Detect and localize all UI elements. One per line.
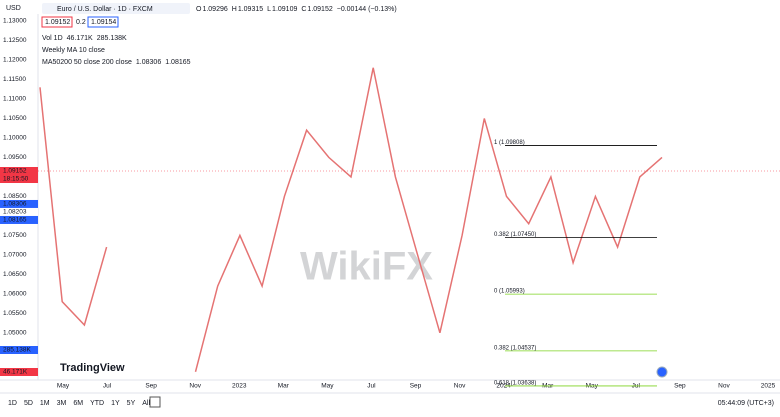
y-tick-label: 1.12500 bbox=[3, 37, 27, 44]
indicator-name: Vol 1D bbox=[42, 35, 63, 42]
indicator-name: MA50200 50 close 200 close bbox=[42, 59, 132, 66]
range-button[interactable]: 6M bbox=[73, 400, 83, 407]
logo: TradingView bbox=[60, 362, 125, 374]
price-badge bbox=[0, 215, 38, 224]
price-badge-label: 1.08203 bbox=[3, 209, 27, 216]
ohlc-value: 1.09315 bbox=[238, 6, 263, 13]
y-tick-label: 1.10500 bbox=[3, 115, 27, 122]
range-button[interactable]: 5Y bbox=[127, 400, 136, 407]
x-tick-label: Nov bbox=[189, 383, 201, 390]
range-button[interactable]: 1Y bbox=[111, 400, 120, 407]
x-tick-label: Jul bbox=[367, 383, 376, 390]
indicator-value: 1.08165 bbox=[165, 59, 190, 66]
change: −0.00144 (−0.13%) bbox=[337, 6, 397, 13]
currency: USD bbox=[6, 5, 21, 12]
sell-price: 1.09152 bbox=[45, 19, 70, 26]
ohlc-key: H bbox=[232, 6, 237, 13]
fib-label: 0.618 (1.03638) bbox=[494, 381, 536, 387]
ohlc-key: L bbox=[267, 6, 271, 13]
price-badge-label: 1.09152 bbox=[3, 168, 27, 175]
range-button[interactable]: All bbox=[142, 400, 150, 407]
y-tick-label: 1.06500 bbox=[3, 271, 27, 278]
fib-label: 1 (1.09808) bbox=[494, 140, 525, 146]
y-tick-label: 1.07000 bbox=[3, 252, 27, 259]
y-tick-label: 1.11000 bbox=[3, 96, 26, 103]
symbol-field[interactable] bbox=[42, 3, 190, 14]
ohlc-value: 1.09109 bbox=[272, 6, 297, 13]
x-tick-label: 2023 bbox=[232, 383, 247, 390]
x-tick-label: Nov bbox=[718, 383, 730, 390]
y-tick-label: 1.06000 bbox=[3, 291, 27, 298]
y-tick-label: 1.08500 bbox=[3, 193, 27, 200]
x-tick-label: Sep bbox=[410, 383, 422, 390]
fib-label: 0 (1.05993) bbox=[494, 289, 525, 295]
y-tick-label: 1.12000 bbox=[3, 57, 27, 64]
indicator-value: 1.08306 bbox=[136, 59, 161, 66]
range-button[interactable]: 3M bbox=[57, 400, 67, 407]
price-badge bbox=[0, 199, 38, 208]
x-tick-label: Jul bbox=[103, 383, 112, 390]
volume-badge bbox=[0, 346, 38, 354]
x-tick-label: 2025 bbox=[761, 383, 776, 390]
ohlc-value: 1.09152 bbox=[307, 6, 332, 13]
symbol-title: Euro / U.S. Dollar · 1D · FXCM bbox=[57, 6, 153, 13]
price-line bbox=[39, 67, 663, 372]
volume-badge-label: 285.138K bbox=[3, 347, 31, 354]
y-tick-label: 1.11500 bbox=[3, 76, 26, 83]
sell-button[interactable] bbox=[41, 16, 73, 28]
clock: 05:44:09 (UTC+3) bbox=[718, 400, 774, 407]
y-tick-label: 1.10000 bbox=[3, 135, 27, 142]
range-button[interactable]: YTD bbox=[90, 400, 104, 407]
fib-label: 0.382 (1.07450) bbox=[494, 232, 536, 238]
price-badge-label: 1.08165 bbox=[3, 217, 27, 224]
y-tick-label: 1.13000 bbox=[3, 18, 27, 25]
y-tick-label: 1.07500 bbox=[3, 232, 27, 239]
price-badge-time: 18:15:50 bbox=[3, 176, 29, 183]
watermark: WikiFX bbox=[300, 245, 433, 289]
indicator-value: 285.138K bbox=[97, 35, 127, 42]
price-badge bbox=[0, 207, 38, 216]
y-tick-label: 1.05000 bbox=[3, 330, 27, 337]
y-tick-label: 1.05500 bbox=[3, 310, 27, 317]
volume-badge-label: 46.171K bbox=[3, 369, 28, 376]
range-button[interactable]: 1D bbox=[8, 400, 17, 407]
fib-label: 0.382 (1.04537) bbox=[494, 345, 536, 351]
volume-badge bbox=[0, 368, 38, 376]
range-button[interactable]: 5D bbox=[24, 400, 33, 407]
x-tick-label: Mar bbox=[278, 383, 290, 390]
buy-button[interactable] bbox=[87, 16, 119, 28]
ohlc-key: C bbox=[301, 6, 306, 13]
indicator-value: 46.171K bbox=[67, 35, 93, 42]
buy-price: 1.09154 bbox=[91, 19, 116, 26]
ohlc-key: O bbox=[196, 6, 202, 13]
x-tick-label: Sep bbox=[674, 383, 686, 390]
ohlc-value: 1.09296 bbox=[202, 6, 227, 13]
y-tick-label: 1.09500 bbox=[3, 154, 27, 161]
price-badge bbox=[0, 167, 38, 184]
x-tick-label: May bbox=[57, 383, 70, 390]
indicator-name: Weekly MA 10 close bbox=[42, 47, 105, 54]
range-button[interactable]: 1M bbox=[40, 400, 50, 407]
spread: 0.2 bbox=[76, 19, 86, 26]
x-tick-label: Nov bbox=[454, 383, 466, 390]
x-tick-label: 2024 bbox=[496, 383, 511, 390]
marker bbox=[656, 366, 668, 378]
calendar-icon[interactable] bbox=[149, 396, 161, 408]
price-badge-label: 1.08306 bbox=[3, 201, 27, 208]
x-tick-label: Sep bbox=[145, 383, 157, 390]
x-tick-label: May bbox=[321, 383, 334, 390]
